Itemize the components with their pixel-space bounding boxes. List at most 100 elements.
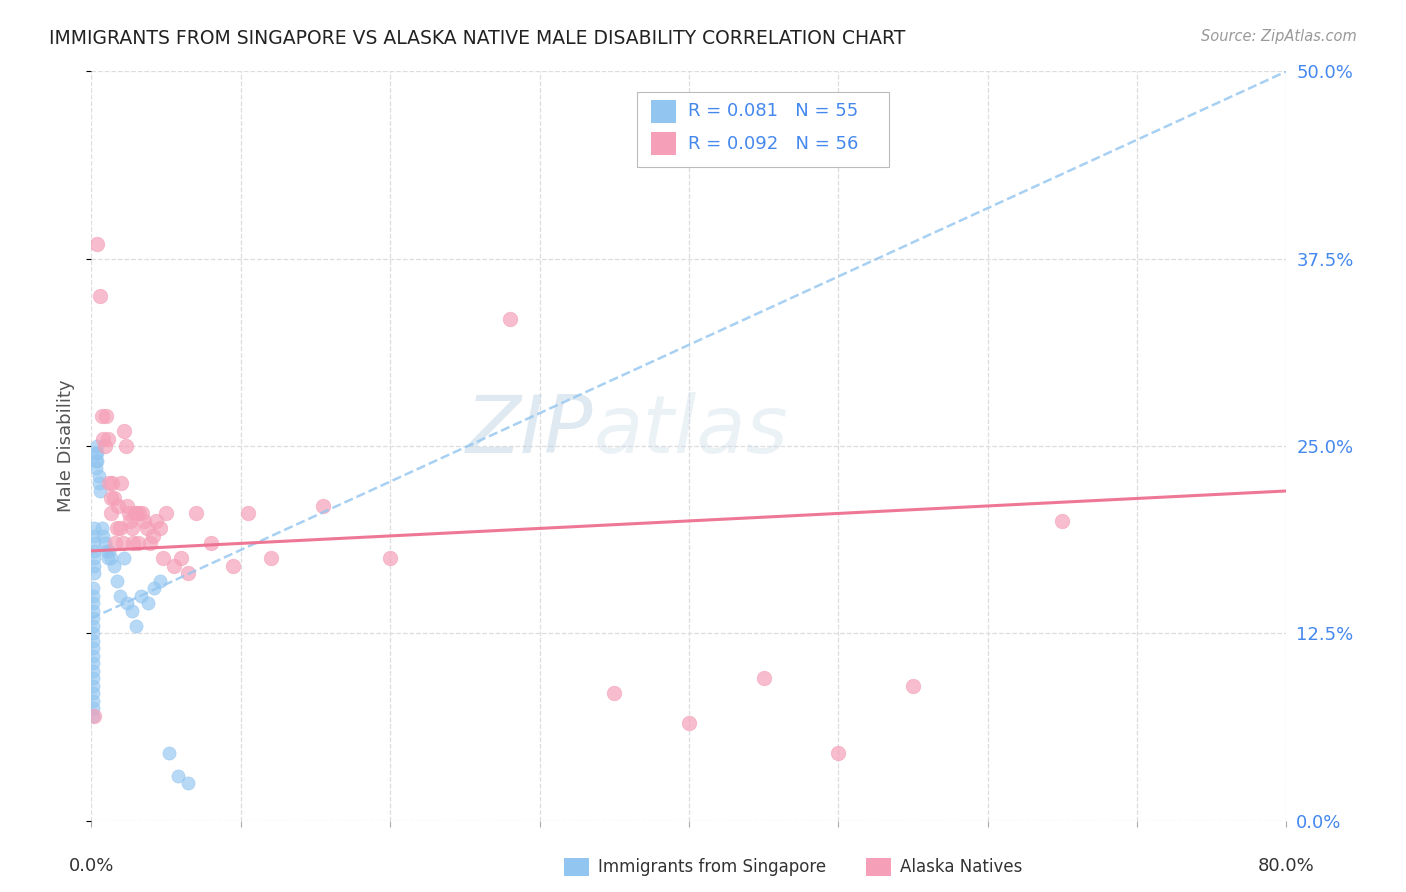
Point bbox=[93, 529, 115, 543]
Point bbox=[121, 521, 143, 535]
Point bbox=[149, 521, 172, 535]
Point bbox=[82, 701, 104, 715]
Point bbox=[84, 454, 107, 468]
Point bbox=[114, 439, 136, 453]
Point bbox=[115, 596, 138, 610]
Point bbox=[155, 507, 177, 521]
Text: Immigrants from Singapore: Immigrants from Singapore bbox=[598, 858, 825, 876]
Point bbox=[752, 671, 775, 685]
Point bbox=[122, 536, 145, 550]
Point bbox=[100, 551, 122, 566]
Point bbox=[112, 424, 135, 438]
Point bbox=[177, 776, 200, 790]
Point bbox=[380, 551, 402, 566]
Point bbox=[200, 536, 222, 550]
Point bbox=[222, 558, 245, 573]
Point bbox=[143, 582, 166, 596]
Point bbox=[678, 716, 700, 731]
Point bbox=[108, 521, 131, 535]
Text: R = 0.092   N = 56: R = 0.092 N = 56 bbox=[688, 135, 858, 153]
Point bbox=[96, 409, 118, 423]
Point bbox=[82, 619, 104, 633]
Point bbox=[98, 544, 121, 558]
Point bbox=[162, 558, 184, 573]
Text: ZIP: ZIP bbox=[465, 392, 593, 470]
Point bbox=[124, 507, 146, 521]
Point bbox=[86, 236, 108, 251]
Point bbox=[83, 551, 105, 566]
Point bbox=[259, 551, 281, 566]
Point bbox=[115, 499, 138, 513]
Text: Source: ZipAtlas.com: Source: ZipAtlas.com bbox=[1201, 29, 1357, 44]
Point bbox=[97, 551, 120, 566]
Point bbox=[167, 769, 190, 783]
Point bbox=[827, 746, 849, 760]
Point bbox=[125, 507, 148, 521]
Point bbox=[89, 289, 111, 303]
Point bbox=[142, 529, 165, 543]
Point bbox=[108, 589, 131, 603]
Point bbox=[86, 454, 108, 468]
Point bbox=[238, 507, 260, 521]
Point bbox=[82, 657, 104, 671]
Point bbox=[104, 536, 127, 550]
Text: Alaska Natives: Alaska Natives bbox=[900, 858, 1022, 876]
Point bbox=[128, 507, 150, 521]
Point bbox=[90, 409, 112, 423]
Point bbox=[499, 311, 522, 326]
Text: IMMIGRANTS FROM SINGAPORE VS ALASKA NATIVE MALE DISABILITY CORRELATION CHART: IMMIGRANTS FROM SINGAPORE VS ALASKA NATI… bbox=[49, 29, 905, 47]
Y-axis label: Male Disability: Male Disability bbox=[58, 380, 76, 512]
Point bbox=[138, 536, 160, 550]
Point bbox=[103, 558, 125, 573]
Point bbox=[901, 679, 924, 693]
Point bbox=[82, 582, 104, 596]
Point bbox=[118, 507, 141, 521]
Point bbox=[83, 529, 105, 543]
Point bbox=[112, 551, 135, 566]
Point bbox=[87, 476, 110, 491]
Point bbox=[101, 476, 124, 491]
Text: R = 0.081   N = 55: R = 0.081 N = 55 bbox=[688, 103, 858, 120]
Text: 80.0%: 80.0% bbox=[1258, 856, 1315, 874]
Point bbox=[145, 514, 167, 528]
Text: atlas: atlas bbox=[593, 392, 789, 470]
Point bbox=[1052, 514, 1074, 528]
Point bbox=[83, 566, 105, 581]
Point bbox=[83, 536, 105, 550]
Point bbox=[129, 589, 152, 603]
Point bbox=[111, 536, 134, 550]
Point bbox=[82, 596, 104, 610]
Point bbox=[82, 633, 104, 648]
Point bbox=[603, 686, 626, 700]
Point bbox=[86, 439, 108, 453]
Point bbox=[100, 491, 122, 506]
Point bbox=[105, 574, 128, 588]
Point bbox=[312, 499, 335, 513]
Point bbox=[105, 521, 128, 535]
Point bbox=[94, 439, 117, 453]
Point bbox=[127, 536, 149, 550]
Point bbox=[152, 551, 174, 566]
Point bbox=[136, 596, 159, 610]
Point bbox=[93, 432, 115, 446]
Point bbox=[84, 446, 107, 460]
Point bbox=[100, 507, 122, 521]
Point bbox=[82, 641, 104, 656]
Point bbox=[87, 469, 110, 483]
Point bbox=[82, 604, 104, 618]
Point bbox=[103, 491, 125, 506]
Point bbox=[84, 461, 107, 475]
Point bbox=[90, 521, 112, 535]
Point bbox=[120, 514, 142, 528]
Point bbox=[107, 499, 129, 513]
Point bbox=[82, 686, 104, 700]
Point bbox=[82, 694, 104, 708]
Point bbox=[82, 679, 104, 693]
Point bbox=[82, 589, 104, 603]
Point bbox=[83, 521, 105, 535]
Point bbox=[157, 746, 180, 760]
Point bbox=[86, 446, 108, 460]
Point bbox=[82, 648, 104, 663]
Point bbox=[82, 664, 104, 678]
Point bbox=[135, 521, 157, 535]
